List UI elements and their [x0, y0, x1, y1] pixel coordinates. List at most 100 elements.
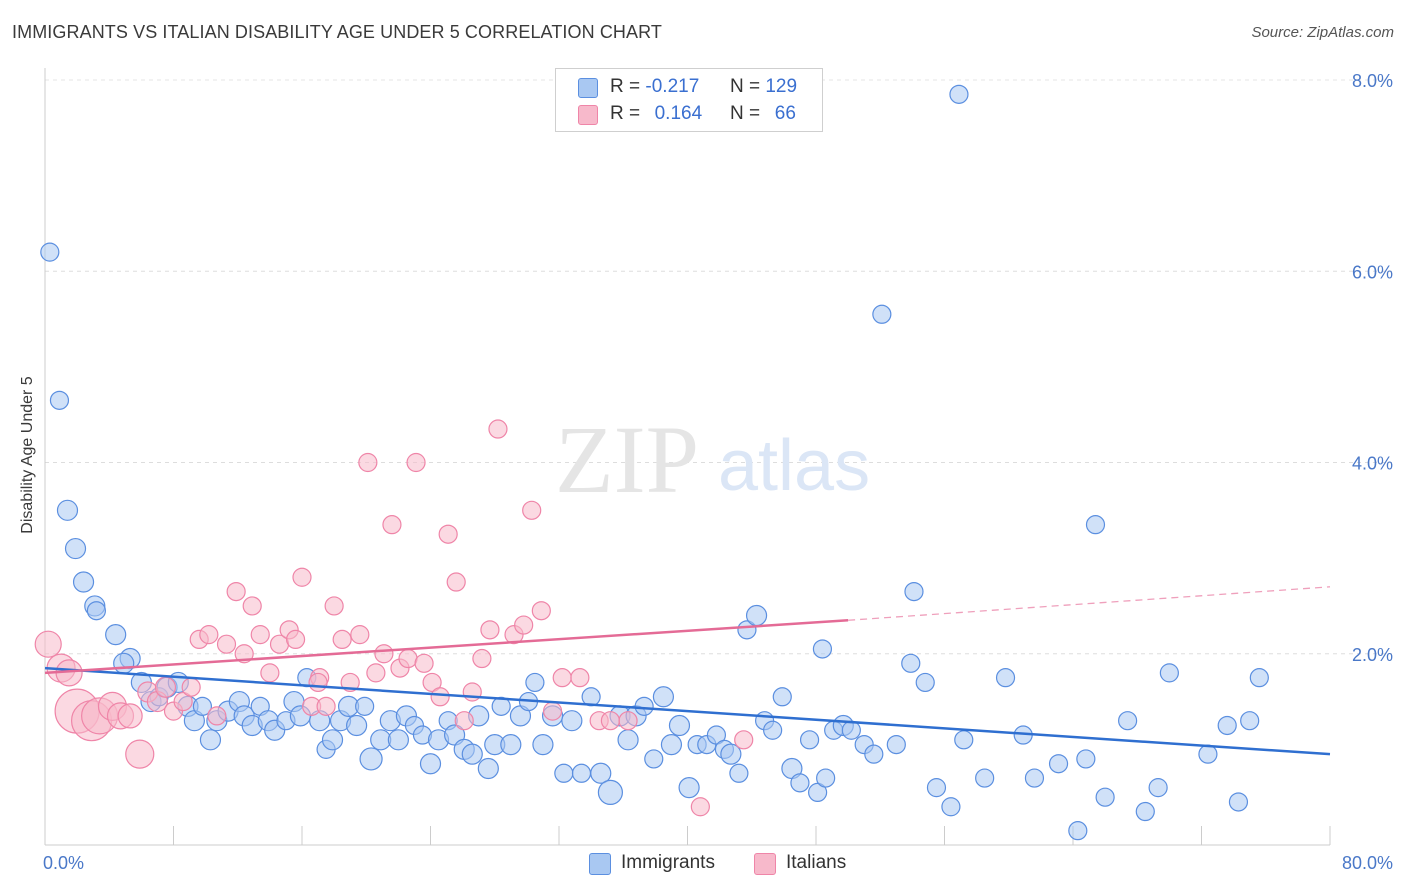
point-italians [207, 706, 227, 726]
legend-n-label: N = [729, 76, 761, 97]
point-italians [398, 648, 418, 669]
point-immigrants [56, 499, 79, 521]
point-italians [366, 663, 386, 683]
point-immigrants [1068, 821, 1088, 841]
point-immigrants [745, 604, 768, 627]
point-italians [438, 524, 458, 544]
point-italians [570, 668, 590, 688]
point-immigrants [995, 668, 1016, 688]
point-italians [422, 672, 442, 693]
point-immigrants [1198, 744, 1218, 764]
point-immigrants [1240, 711, 1260, 731]
point-italians [488, 419, 508, 439]
trend-lines [44, 586, 1331, 756]
point-immigrants [660, 733, 683, 756]
bottom-legend-swatch-immigrants [589, 853, 611, 875]
bottom-legend-label-italians: Italians [786, 852, 847, 873]
legend-text-italians: R = 0.164 N = 66 [610, 103, 805, 125]
point-immigrants [737, 620, 757, 640]
point-italians [552, 668, 572, 688]
point-italians [690, 797, 710, 817]
watermark: ZIP atlas [555, 406, 870, 513]
point-immigrants [1228, 792, 1249, 812]
point-italians [181, 677, 201, 697]
point-italians [600, 711, 621, 731]
point-italians [226, 581, 246, 602]
point-immigrants [886, 734, 906, 755]
legend-r-value: -0.217 [645, 76, 700, 97]
point-immigrants [590, 762, 612, 784]
point-italians [332, 629, 352, 650]
legend-text-immigrants: R = -0.217 N = 129 [610, 76, 797, 98]
point-immigrants [634, 696, 654, 716]
point-immigrants [644, 749, 664, 769]
point-immigrants [915, 672, 935, 693]
chart-title: IMMIGRANTS VS ITALIAN DISABILITY AGE UND… [12, 22, 662, 42]
point-italians [316, 696, 336, 716]
grid-lines [45, 79, 1392, 655]
series-italians [34, 419, 754, 817]
point-immigrants [812, 639, 833, 659]
point-italians [542, 701, 563, 721]
point-immigrants [1148, 778, 1168, 798]
point-immigrants [816, 768, 836, 788]
point-immigrants [72, 571, 95, 593]
legend-n-value: 66 [774, 103, 796, 124]
legend-swatch-italians [578, 105, 598, 125]
point-immigrants [387, 729, 409, 751]
point-immigrants [64, 537, 87, 560]
legend-n-label: N = [729, 103, 761, 124]
point-immigrants [554, 763, 574, 783]
point-immigrants [799, 730, 820, 750]
x-tick-label-min: 0.0% [43, 853, 84, 873]
point-immigrants [678, 777, 700, 799]
point-immigrants [105, 624, 127, 646]
point-italians [514, 615, 534, 635]
point-immigrants [419, 753, 442, 775]
legend-swatch-immigrants [578, 78, 598, 98]
point-italians [234, 644, 254, 664]
point-immigrants [199, 729, 222, 751]
point-immigrants [597, 779, 624, 806]
point-immigrants [1249, 668, 1269, 688]
point-immigrants [532, 733, 554, 756]
point-italians [531, 601, 551, 621]
point-immigrants [1118, 711, 1138, 731]
point-immigrants [841, 720, 861, 740]
point-immigrants [477, 757, 499, 780]
point-immigrants [1135, 801, 1155, 822]
point-immigrants [461, 743, 483, 765]
point-immigrants [355, 696, 375, 716]
point-immigrants [926, 778, 947, 798]
point-immigrants [975, 768, 995, 788]
point-italians [117, 703, 143, 729]
point-immigrants [1217, 715, 1237, 736]
point-immigrants [1076, 749, 1096, 769]
y-tick-label: 6.0% [1352, 262, 1393, 282]
point-italians [199, 625, 219, 645]
point-immigrants [86, 601, 107, 621]
point-immigrants [571, 763, 592, 783]
legend-r-label: R = [610, 76, 641, 97]
point-italians [340, 672, 360, 693]
point-immigrants [668, 714, 691, 737]
legend-n-value: 129 [765, 76, 798, 97]
point-immigrants [706, 725, 727, 745]
bottom-legend-swatch-italians [754, 853, 776, 875]
point-italians [250, 625, 270, 645]
point-immigrants [763, 720, 783, 740]
point-italians [154, 676, 177, 698]
point-immigrants [370, 729, 392, 751]
point-italians [308, 672, 328, 693]
point-italians [406, 452, 426, 473]
point-immigrants [1048, 754, 1069, 774]
point-italians [242, 596, 262, 616]
point-immigrants [652, 686, 675, 708]
point-immigrants [40, 242, 60, 262]
point-italians [125, 739, 155, 769]
point-immigrants [1024, 768, 1045, 788]
point-immigrants [729, 763, 749, 783]
legend-box: R = -0.217 N = 129 R = 0.164 N = 66 [555, 68, 823, 132]
point-italians [480, 620, 500, 640]
